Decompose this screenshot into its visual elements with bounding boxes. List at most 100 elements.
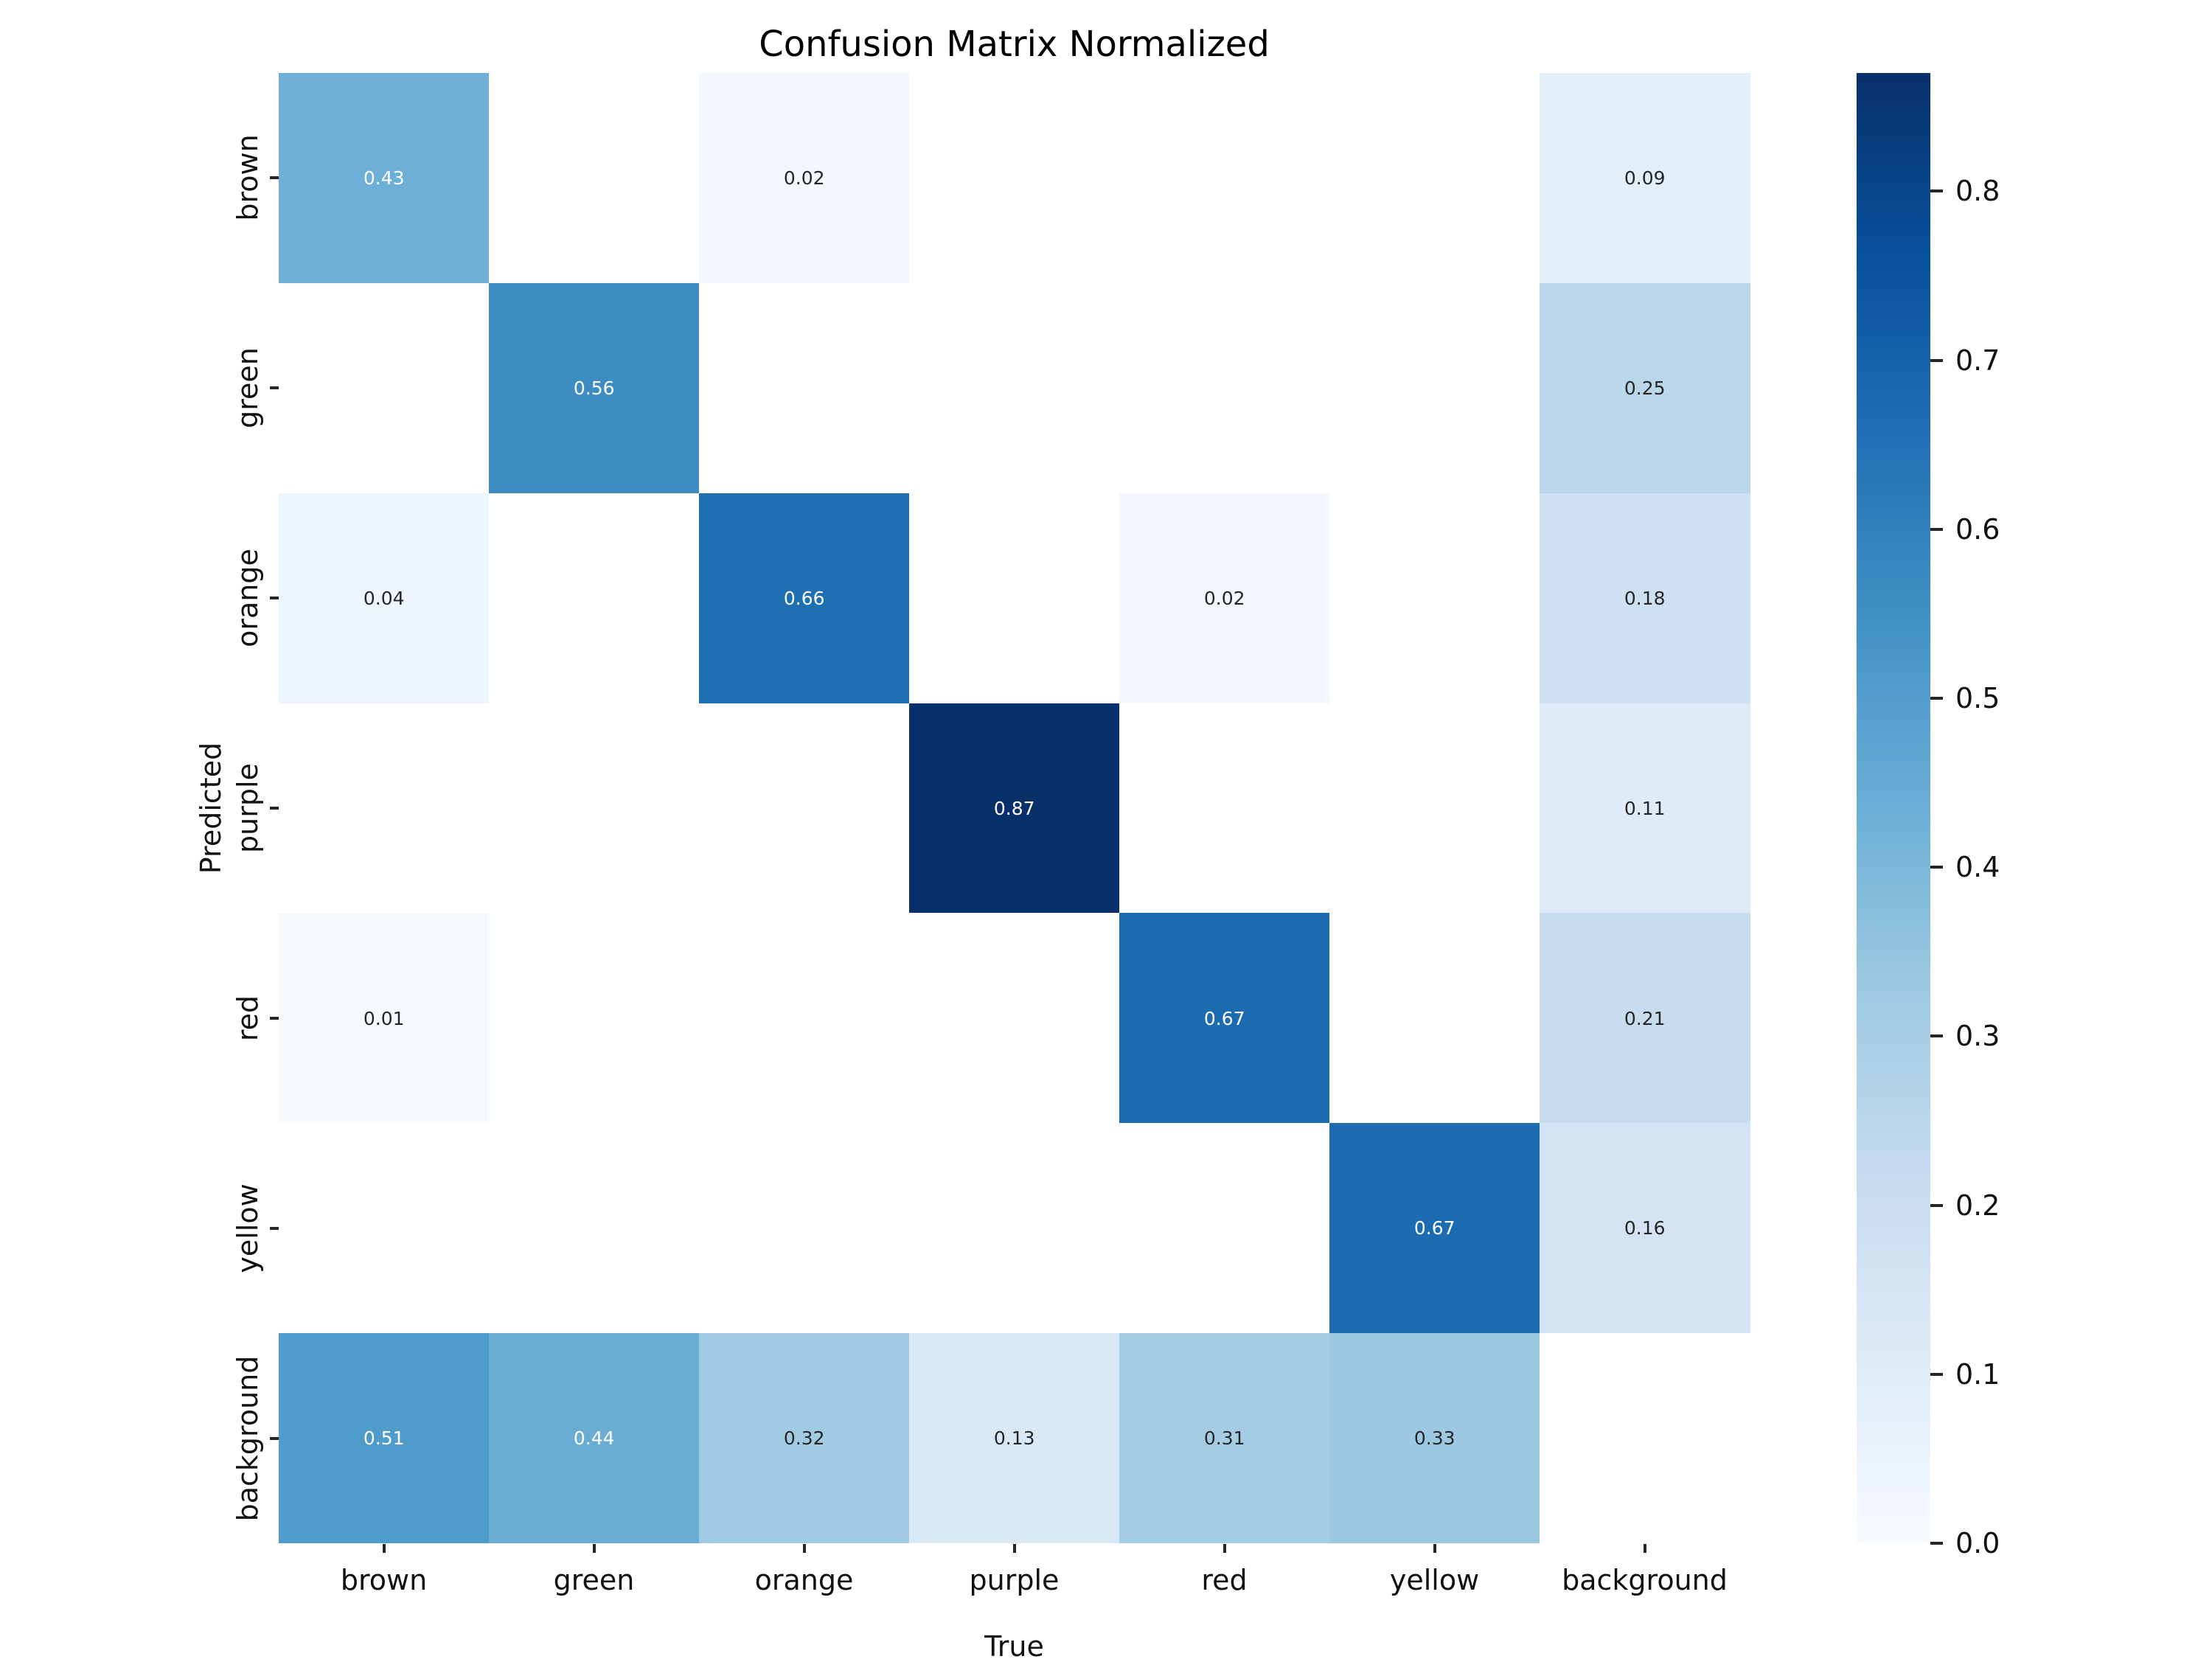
colorbar-tick-label-0.4: 0.4	[1955, 851, 2000, 884]
heatmap-cell-yellow-orange	[699, 1123, 910, 1334]
cell-value: 0.33	[1413, 1427, 1455, 1450]
heatmap-cell-red-yellow	[1329, 913, 1540, 1124]
heatmap-cell-orange-background: 0.18	[1540, 493, 1750, 704]
colorbar-tick-mark	[1930, 1372, 1943, 1376]
colorbar-tick-label-0.3: 0.3	[1955, 1020, 2000, 1053]
colorbar-tick-label-0.5: 0.5	[1955, 682, 2000, 715]
colorbar-tick-label-0.1: 0.1	[1955, 1357, 2000, 1391]
y-tick-mark	[270, 1016, 279, 1020]
heatmap-cell-brown-purple	[909, 73, 1120, 284]
x-tick-label-red: red	[1201, 1564, 1248, 1596]
colorbar-tick-label-0.0: 0.0	[1955, 1527, 2000, 1559]
heatmap-cell-green-orange	[699, 282, 910, 494]
heatmap-cell-orange-purple	[909, 493, 1120, 704]
y-tick-mark	[270, 597, 279, 600]
colorbar-tick-label-0.7: 0.7	[1955, 344, 2000, 377]
x-tick-label-yellow: yellow	[1389, 1564, 1480, 1596]
cell-value: 0.09	[1624, 167, 1666, 189]
colorbar-tick-mark	[1930, 1203, 1943, 1207]
cell-value: 0.67	[1203, 1007, 1245, 1029]
cell-value: 0.32	[783, 1427, 825, 1450]
heatmap-cell-green-purple	[909, 282, 1120, 494]
cell-value: 0.51	[363, 1427, 405, 1450]
heatmap-grid: 0.43 0.02 0.09 0.56 0.25 0.04 0.66 0.02 0.18 0.87…	[279, 73, 1750, 1544]
heatmap-cell-brown-background: 0.09	[1540, 73, 1750, 284]
x-tick-label-purple: purple	[969, 1564, 1060, 1596]
heatmap-cell-green-background: 0.25	[1540, 282, 1750, 494]
cell-value: 0.13	[993, 1427, 1035, 1450]
heatmap-cell-brown-red	[1119, 73, 1330, 284]
heatmap-cell-yellow-purple	[909, 1123, 1120, 1334]
heatmap-cell-green-yellow	[1329, 282, 1540, 494]
y-tick-label-brown: brown	[232, 134, 264, 222]
colorbar-gradient	[1857, 73, 1930, 1543]
x-tick-mark	[1222, 1544, 1226, 1553]
cell-value: 0.31	[1203, 1427, 1245, 1450]
heatmap-cell-purple-purple: 0.87	[909, 703, 1120, 914]
cell-value: 0.25	[1624, 378, 1666, 400]
y-tick-label-yellow: yellow	[232, 1183, 264, 1273]
cell-value: 0.44	[573, 1427, 615, 1450]
cell-value: 0.16	[1624, 1217, 1666, 1239]
heatmap-cell-background-orange: 0.32	[699, 1333, 910, 1544]
x-tick-mark	[592, 1544, 596, 1553]
colorbar-tick-mark	[1930, 189, 1943, 193]
colorbar-tick-mark	[1930, 358, 1943, 362]
colorbar-tick-mark	[1930, 1034, 1943, 1038]
heatmap-cell-green-brown	[279, 282, 490, 494]
colorbar-tick-mark	[1930, 1542, 1943, 1545]
x-tick-label-background: background	[1562, 1564, 1728, 1596]
heatmap-cell-brown-yellow	[1329, 73, 1540, 284]
cell-value: 0.02	[783, 167, 825, 189]
heatmap-cell-red-green	[489, 913, 700, 1124]
heatmap-cell-green-red	[1119, 282, 1330, 494]
heatmap-cell-background-red: 0.31	[1119, 1333, 1330, 1544]
heatmap-cell-brown-green	[489, 73, 700, 284]
colorbar-tick-label-0.2: 0.2	[1955, 1189, 2000, 1222]
y-tick-mark	[270, 1226, 279, 1230]
colorbar-tick-mark	[1930, 697, 1943, 700]
heatmap-cell-red-brown: 0.01	[279, 913, 490, 1124]
heatmap-cell-purple-background: 0.11	[1540, 703, 1750, 914]
cell-value: 0.18	[1624, 587, 1666, 609]
chart-title: Confusion Matrix Normalized	[759, 24, 1270, 65]
y-tick-label-red: red	[232, 995, 264, 1041]
heatmap-cell-orange-brown: 0.04	[279, 493, 490, 704]
heatmap-cell-background-yellow: 0.33	[1329, 1333, 1540, 1544]
colorbar-tick-mark	[1930, 527, 1943, 531]
y-tick-label-orange: orange	[232, 549, 264, 648]
heatmap-cell-orange-orange: 0.66	[699, 493, 910, 704]
heatmap-cell-orange-yellow	[1329, 493, 1540, 704]
heatmap-cell-yellow-green	[489, 1123, 700, 1334]
cell-value: 0.11	[1624, 797, 1666, 819]
x-tick-mark	[1433, 1544, 1436, 1553]
x-tick-mark	[1012, 1544, 1016, 1553]
y-tick-mark	[270, 1436, 279, 1440]
heatmap-cell-red-purple	[909, 913, 1120, 1124]
x-tick-mark	[382, 1544, 386, 1553]
cell-value: 0.56	[573, 378, 615, 400]
x-tick-label-green: green	[553, 1564, 635, 1596]
colorbar-tick-label-0.8: 0.8	[1955, 175, 2000, 208]
x-tick-mark	[802, 1544, 806, 1553]
heatmap-cell-yellow-brown	[279, 1123, 490, 1334]
heatmap-cell-orange-green	[489, 493, 700, 704]
heatmap-cell-yellow-yellow: 0.67	[1329, 1123, 1540, 1334]
cell-value: 0.21	[1624, 1007, 1666, 1029]
x-axis-label: True	[984, 1630, 1044, 1659]
heatmap-cell-background-green: 0.44	[489, 1333, 700, 1544]
heatmap-cell-yellow-background: 0.16	[1540, 1123, 1750, 1334]
y-tick-label-green: green	[232, 347, 264, 429]
heatmap-cell-red-background: 0.21	[1540, 913, 1750, 1124]
heatmap-cell-yellow-red	[1119, 1123, 1330, 1334]
cell-value: 0.02	[1203, 587, 1245, 609]
y-tick-label-background: background	[232, 1355, 264, 1521]
x-tick-label-brown: brown	[340, 1564, 428, 1596]
heatmap-cell-green-green: 0.56	[489, 282, 700, 494]
y-tick-label-purple: purple	[232, 763, 264, 853]
heatmap-cell-red-orange	[699, 913, 910, 1124]
cell-value: 0.67	[1413, 1217, 1455, 1239]
heatmap-cell-purple-red	[1119, 703, 1330, 914]
heatmap-cell-purple-yellow	[1329, 703, 1540, 914]
y-axis-label: Predicted	[195, 742, 227, 874]
